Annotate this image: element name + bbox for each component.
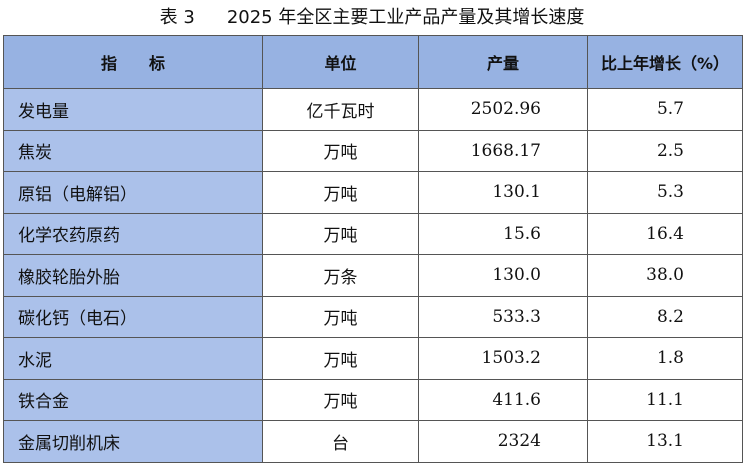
table-cell: 万吨: [262, 378, 419, 421]
table-title: 2025 年全区主要工业产品产量及其增长速度: [226, 7, 585, 28]
table-number: 表 3: [159, 7, 195, 28]
table-cell: 130.0: [418, 254, 588, 297]
table-cell: 5.3: [587, 171, 743, 214]
table-cell: 1503.2: [418, 337, 588, 380]
table-cell: 38.0: [587, 254, 743, 297]
table-row: 发电量 亿千瓦时 2502.96 5.7: [3, 88, 743, 131]
header-cell: 产量: [418, 35, 588, 89]
table-cell: 16.4: [587, 212, 743, 255]
table-cell: 1668.17: [418, 129, 588, 172]
table-cell: 万吨: [262, 295, 419, 338]
table-cell: 13.1: [587, 420, 743, 463]
table-row: 水泥 万吨 1503.2 1.8: [3, 337, 743, 380]
title: 表 3 2025 年全区主要工业产品产量及其增长速度: [0, 4, 744, 32]
table-row: 化学农药原药 万吨 15.6 16.4: [3, 212, 743, 255]
header-cell: 单位: [262, 35, 419, 89]
header-row: 指 标单位 产量 比上年增长（%）: [3, 35, 743, 89]
table-head: 指 标单位 产量 比上年增长（%）: [3, 35, 743, 89]
table-cell: 焦炭: [3, 129, 263, 172]
table-cell: 15.6: [418, 212, 588, 255]
table-body: 发电量 亿千瓦时 2502.96 5.7 焦炭 万吨 1668.17 2.5 原铝（电解铝） 万吨…: [3, 88, 743, 463]
table-cell: 万吨: [262, 337, 419, 380]
table-cell: 橡胶轮胎外胎: [3, 254, 263, 297]
table-cell: 万吨: [262, 129, 419, 172]
table-cell: 5.7: [587, 88, 743, 131]
table-cell: 万吨: [262, 171, 419, 214]
table-row: 原铝（电解铝） 万吨 130.1 5.3: [3, 171, 743, 214]
table-cell: 万吨: [262, 212, 419, 255]
table-row: 金属切削机床台 2324 13.1: [3, 420, 743, 463]
table-cell: 11.1: [587, 378, 743, 421]
table-cell: 130.1: [418, 171, 588, 214]
table-cell: 411.6: [418, 378, 588, 421]
table-cell: 2502.96: [418, 88, 588, 131]
table-cell: 2.5: [587, 129, 743, 172]
table-cell: 金属切削机床: [3, 420, 263, 463]
table-row: 焦炭 万吨 1668.17 2.5: [3, 129, 743, 172]
table-cell: 发电量: [3, 88, 263, 131]
table-cell: 2324: [418, 420, 588, 463]
header-cell: 指 标: [3, 35, 263, 89]
header-cell: 比上年增长（%）: [587, 35, 743, 89]
table-row: 碳化钙（电石） 万吨 533.3 8.2: [3, 295, 743, 338]
table-cell: 水泥: [3, 337, 263, 380]
table-cell: 化学农药原药: [3, 212, 263, 255]
table-cell: 亿千瓦时: [262, 88, 419, 131]
table-cell: 台: [262, 420, 419, 463]
table-cell: 原铝（电解铝）: [3, 171, 263, 214]
table-cell: 1.8: [587, 337, 743, 380]
table-cell: 铁合金: [3, 378, 263, 421]
table-cell: 533.3: [418, 295, 588, 338]
table-cell: 碳化钙（电石）: [3, 295, 263, 338]
table-cell: 8.2: [587, 295, 743, 338]
table-cell: 万条: [262, 254, 419, 297]
data-table: 指 标单位 产量 比上年增长（%） 发电量 亿千瓦时 2502.96 5.7 焦炭 万吨 166…: [3, 35, 743, 463]
table-row: 橡胶轮胎外胎 万条 130.0 38.0: [3, 254, 743, 297]
table-row: 铁合金 万吨 411.6 11.1: [3, 378, 743, 421]
